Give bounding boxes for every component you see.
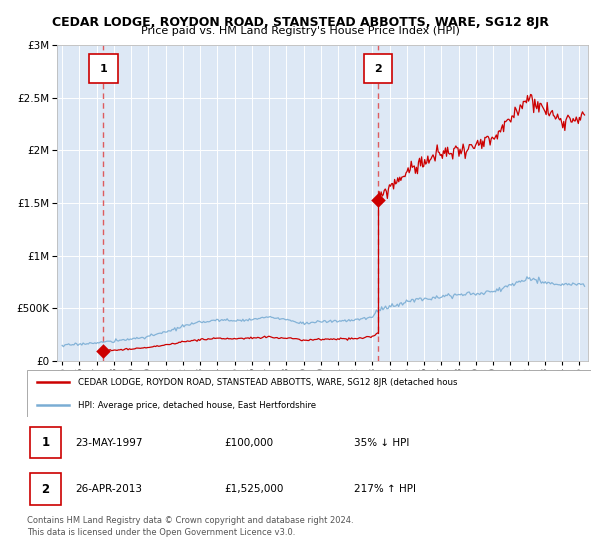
Text: 23-MAY-1997: 23-MAY-1997 <box>75 437 142 447</box>
FancyBboxPatch shape <box>89 54 118 83</box>
Text: 2: 2 <box>41 483 50 496</box>
Text: £100,000: £100,000 <box>224 437 274 447</box>
Text: HPI: Average price, detached house, East Hertfordshire: HPI: Average price, detached house, East… <box>78 401 316 410</box>
Text: Price paid vs. HM Land Registry's House Price Index (HPI): Price paid vs. HM Land Registry's House … <box>140 26 460 36</box>
Text: 35% ↓ HPI: 35% ↓ HPI <box>354 437 409 447</box>
Text: 1: 1 <box>41 436 50 449</box>
FancyBboxPatch shape <box>364 54 392 83</box>
Text: This data is licensed under the Open Government Licence v3.0.: This data is licensed under the Open Gov… <box>27 528 295 536</box>
Text: 217% ↑ HPI: 217% ↑ HPI <box>354 484 416 494</box>
FancyBboxPatch shape <box>30 427 61 458</box>
Text: 1: 1 <box>100 63 107 73</box>
Text: Contains HM Land Registry data © Crown copyright and database right 2024.: Contains HM Land Registry data © Crown c… <box>27 516 353 525</box>
FancyBboxPatch shape <box>30 473 61 505</box>
Text: 26-APR-2013: 26-APR-2013 <box>75 484 142 494</box>
Text: CEDAR LODGE, ROYDON ROAD, STANSTEAD ABBOTTS, WARE, SG12 8JR (detached hous: CEDAR LODGE, ROYDON ROAD, STANSTEAD ABBO… <box>78 378 457 387</box>
Point <box>373 196 383 205</box>
Text: 2: 2 <box>374 63 382 73</box>
Text: CEDAR LODGE, ROYDON ROAD, STANSTEAD ABBOTTS, WARE, SG12 8JR: CEDAR LODGE, ROYDON ROAD, STANSTEAD ABBO… <box>52 16 548 29</box>
FancyBboxPatch shape <box>27 370 591 417</box>
Text: £1,525,000: £1,525,000 <box>224 484 284 494</box>
Point <box>98 346 108 355</box>
